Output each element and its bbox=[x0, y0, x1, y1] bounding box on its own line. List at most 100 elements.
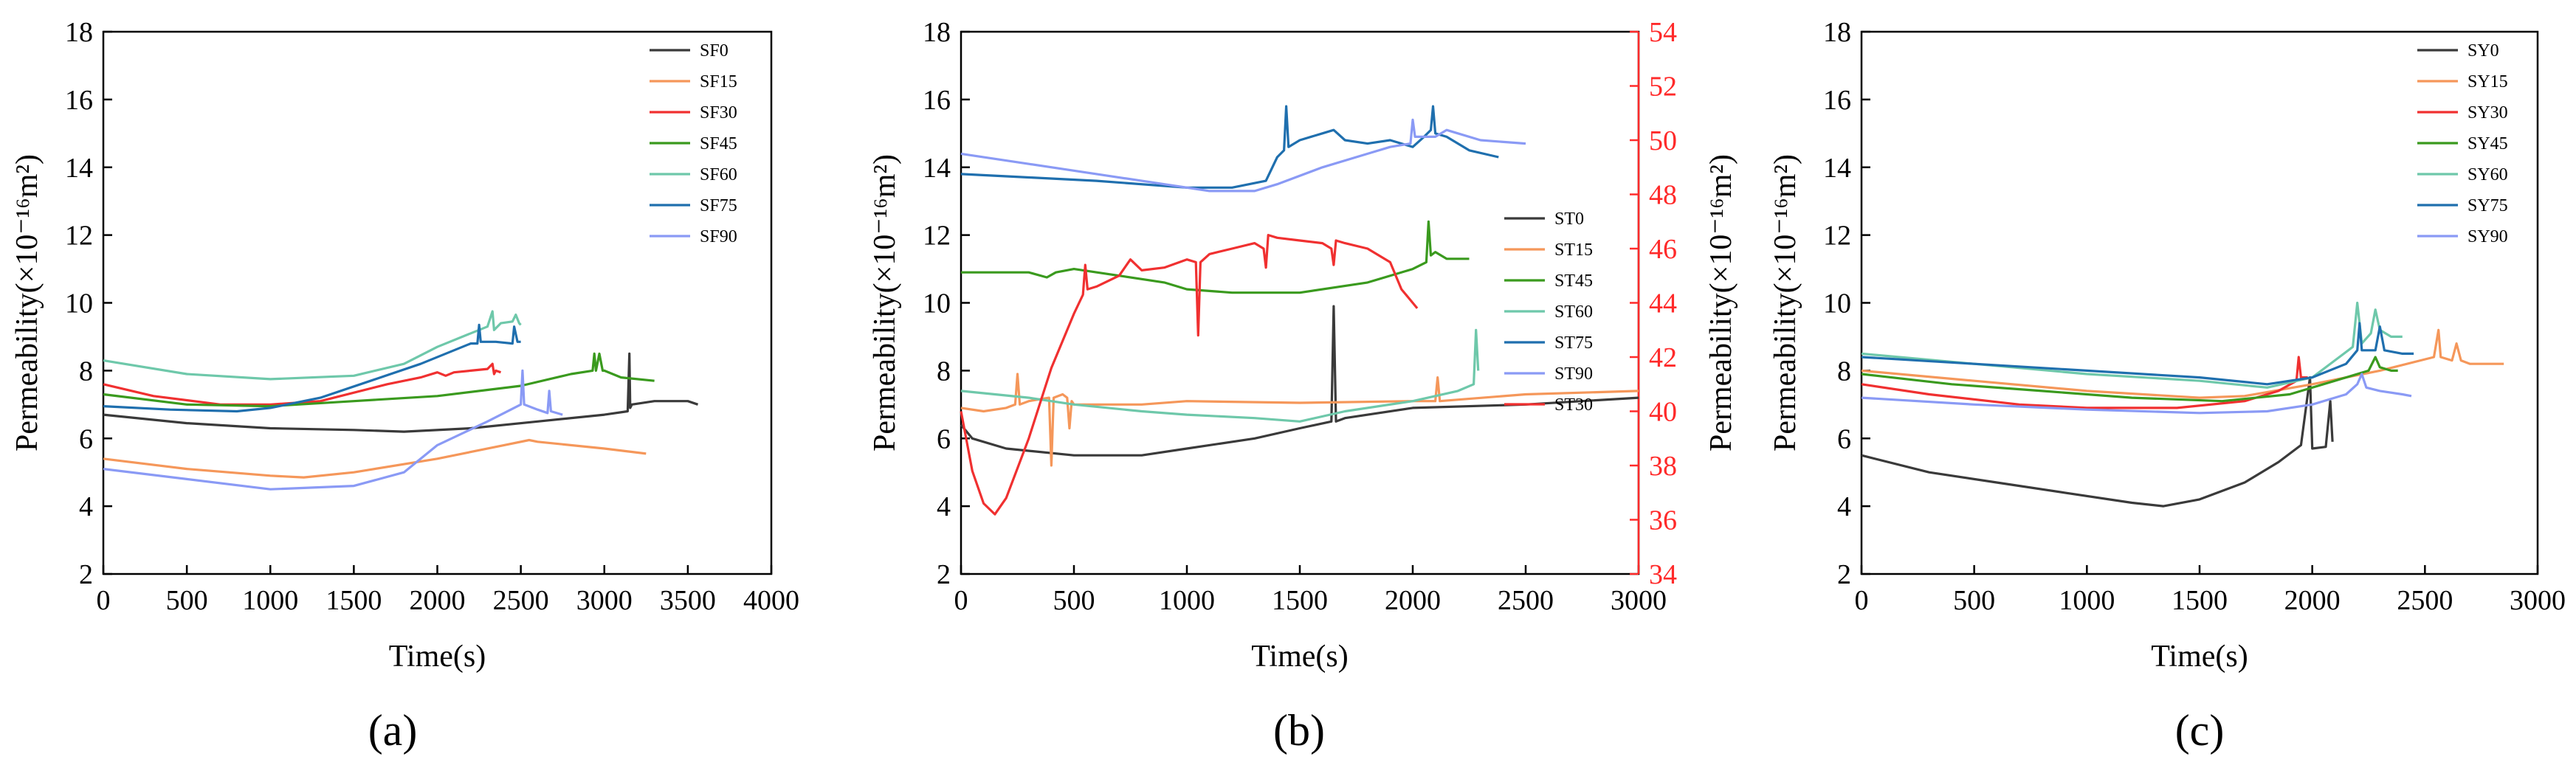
legend-entry: SY15 bbox=[2467, 72, 2508, 91]
y-tick-label: 8 bbox=[79, 356, 93, 387]
x-axis-title: Time(s) bbox=[389, 640, 486, 674]
series-line-sf75 bbox=[103, 323, 521, 413]
x-tick-label: 500 bbox=[166, 585, 208, 616]
legend-entry: ST0 bbox=[1554, 210, 1584, 229]
series-line-st30 bbox=[960, 234, 1419, 516]
y-tick-label: 16 bbox=[65, 85, 93, 116]
legend-entry: SF45 bbox=[700, 134, 737, 153]
x-axis-title: Time(s) bbox=[1251, 640, 1348, 674]
legend-entry: ST60 bbox=[1554, 302, 1593, 322]
x-tick-label: 1500 bbox=[1272, 585, 1328, 616]
plot-frame bbox=[960, 30, 1640, 575]
x-tick-label: 3000 bbox=[576, 585, 633, 616]
x-tick-label: 2000 bbox=[410, 585, 466, 616]
legend-entry: SF75 bbox=[700, 196, 737, 215]
series-line-st90 bbox=[960, 118, 1526, 193]
legend-entry: SY75 bbox=[2467, 196, 2508, 215]
legend-entry: SY60 bbox=[2467, 165, 2508, 184]
x-tick-label: 1000 bbox=[2059, 585, 2115, 616]
y-tick-label: 6 bbox=[937, 423, 951, 454]
y-right-tick-label: 36 bbox=[1649, 505, 1677, 536]
series-line-sy60 bbox=[1861, 301, 2403, 389]
y-tick-label: 14 bbox=[65, 153, 93, 184]
y-tick-label: 10 bbox=[923, 288, 951, 319]
y-tick-label: 2 bbox=[1837, 559, 1851, 590]
series-line-sf30 bbox=[103, 362, 502, 406]
series-line-sy30 bbox=[1861, 356, 2308, 409]
panel-a: 0 500 1000 1500 2000 2500 3000 3500 4000 2 4 6 8 10 12… bbox=[10, 17, 799, 755]
y-tick-label: 2 bbox=[937, 559, 951, 590]
y-tick-label: 12 bbox=[1823, 221, 1851, 252]
series-line-st0 bbox=[960, 305, 1639, 457]
x-tick-label: 0 bbox=[1855, 585, 1869, 616]
y-tick-label: 4 bbox=[1837, 491, 1851, 522]
legend-entry: ST90 bbox=[1554, 364, 1593, 384]
panel-label: (c) bbox=[2175, 706, 2225, 755]
y-tick-label: 4 bbox=[79, 491, 93, 522]
x-tick-label: 3000 bbox=[2510, 585, 2566, 616]
x-tick-label: 1500 bbox=[326, 585, 382, 616]
x-tick-label: 3500 bbox=[660, 585, 716, 616]
y-tick-label: 12 bbox=[65, 221, 93, 252]
series-line-sy75 bbox=[1861, 322, 2414, 386]
x-tick-label: 4000 bbox=[743, 585, 799, 616]
legend-entry: SY30 bbox=[2467, 103, 2508, 122]
y-tick-label: 8 bbox=[937, 356, 951, 387]
y-right-axis-title: Permeability(×10⁻¹⁶m²) bbox=[1704, 154, 1738, 452]
y-tick-label: 16 bbox=[923, 85, 951, 116]
x-tick-label: 0 bbox=[97, 585, 111, 616]
x-tick-label: 2500 bbox=[1498, 585, 1554, 616]
series-line-sf0 bbox=[103, 352, 699, 433]
series-line-sf60 bbox=[103, 310, 522, 381]
legend-entry: SF15 bbox=[700, 72, 737, 91]
x-axis-title: Time(s) bbox=[2151, 640, 2248, 674]
y-tick-label: 10 bbox=[65, 288, 93, 319]
y-axis-title: Permeability(×10⁻¹⁶m²) bbox=[10, 154, 44, 452]
y-axis-title: Permeability(×10⁻¹⁶m²) bbox=[868, 154, 902, 452]
series-line-sf90 bbox=[103, 369, 563, 491]
series-line-sy90 bbox=[1861, 373, 2412, 415]
x-tick-label: 0 bbox=[954, 585, 968, 616]
panel-c: 0 500 1000 1500 2000 2500 3000 2 4 6 8 10 12 14 16 18 Ti… bbox=[1769, 17, 2566, 755]
y-right-tick-label: 44 bbox=[1649, 288, 1677, 319]
y-right-tick-label: 54 bbox=[1649, 17, 1677, 48]
x-tick-label: 500 bbox=[1053, 585, 1095, 616]
y-tick-label: 4 bbox=[937, 491, 951, 522]
series-line-st15 bbox=[960, 373, 1639, 467]
y-tick-label: 10 bbox=[1823, 288, 1851, 319]
legend-entry: SF90 bbox=[700, 227, 737, 246]
y-right-tick-label: 42 bbox=[1649, 342, 1677, 373]
y-tick-label: 18 bbox=[923, 17, 951, 48]
y-tick-label: 18 bbox=[1823, 17, 1851, 48]
y-tick-label: 8 bbox=[1837, 356, 1851, 387]
y-tick-label: 14 bbox=[923, 153, 951, 184]
y-right-tick-label: 38 bbox=[1649, 451, 1677, 482]
y-tick-label: 12 bbox=[923, 221, 951, 252]
legend-entry: SY90 bbox=[2467, 227, 2508, 246]
y-right-tick-label: 48 bbox=[1649, 180, 1677, 211]
y-tick-label: 2 bbox=[79, 559, 93, 590]
x-tick-label: 2500 bbox=[2397, 585, 2453, 616]
x-tick-label: 2000 bbox=[2284, 585, 2341, 616]
legend-entry: SF60 bbox=[700, 165, 737, 184]
panel-label: (a) bbox=[368, 706, 418, 755]
series-line-sy45 bbox=[1861, 356, 2398, 403]
legend-entry: ST30 bbox=[1554, 395, 1593, 415]
y-tick-label: 14 bbox=[1823, 153, 1851, 184]
legend-entry: SF0 bbox=[700, 41, 729, 60]
x-tick-label: 3000 bbox=[1611, 585, 1667, 616]
y-right-tick-label: 34 bbox=[1649, 559, 1677, 590]
series-line-sy0 bbox=[1861, 376, 2334, 508]
x-tick-label: 1000 bbox=[1159, 585, 1215, 616]
legend-entry: SY45 bbox=[2467, 134, 2508, 153]
y-tick-label: 18 bbox=[65, 17, 93, 48]
legend-entry: SF30 bbox=[700, 103, 737, 122]
panel-label: (b) bbox=[1273, 706, 1325, 755]
x-tick-label: 1500 bbox=[2172, 585, 2228, 616]
legend-entry: ST15 bbox=[1554, 241, 1593, 260]
legend-entry: SY0 bbox=[2467, 41, 2499, 60]
y-tick-label: 16 bbox=[1823, 85, 1851, 116]
x-tick-label: 2500 bbox=[493, 585, 549, 616]
series-line-st60 bbox=[960, 328, 1480, 423]
